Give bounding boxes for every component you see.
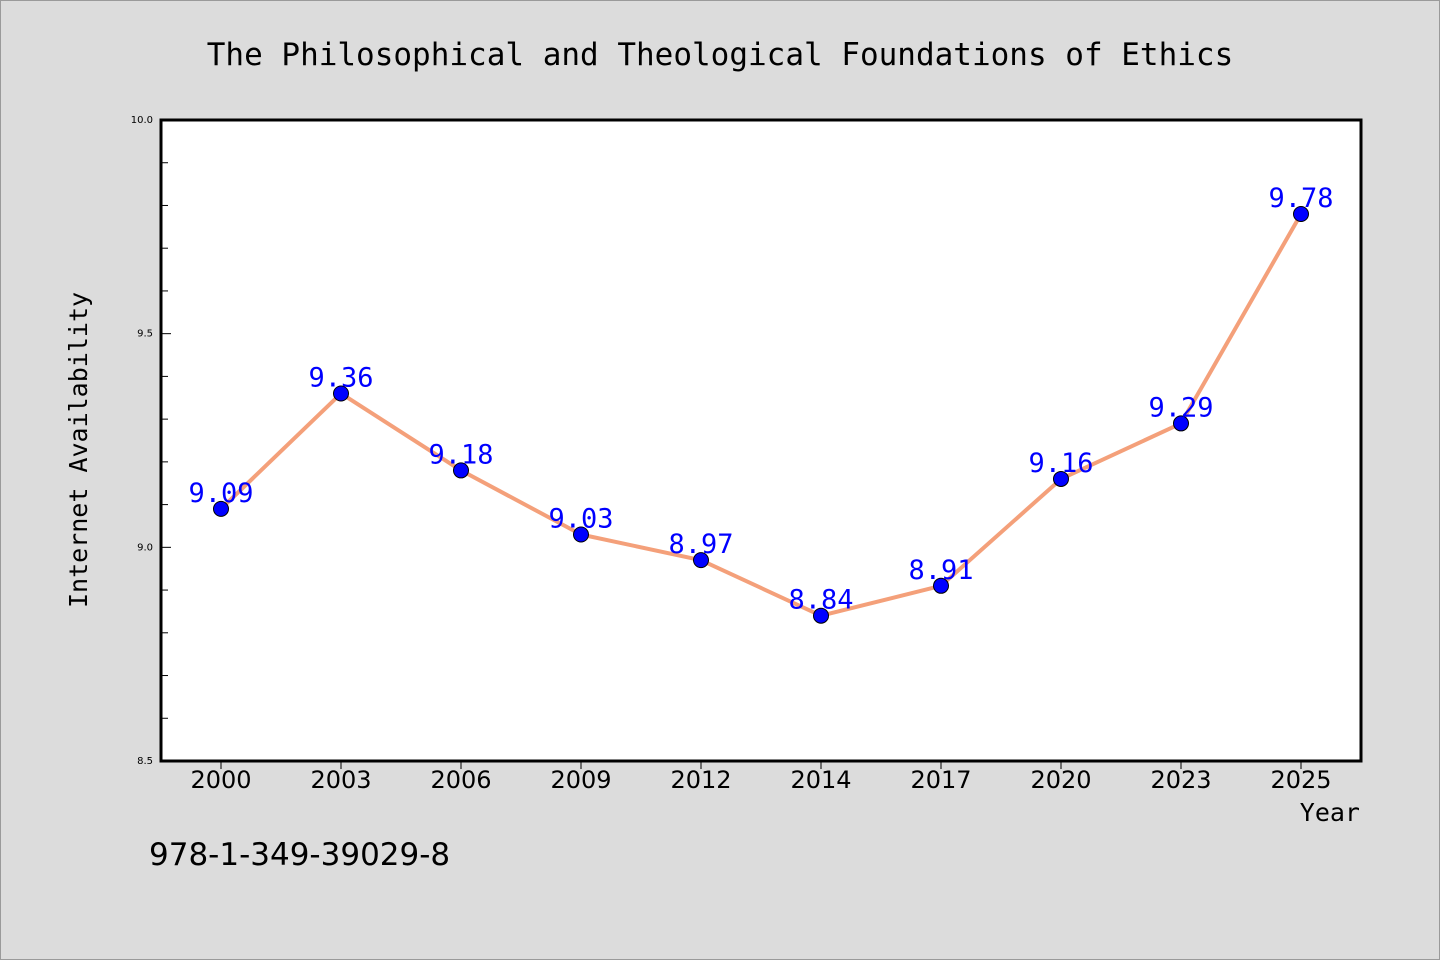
y-tick-label: 10.0 bbox=[131, 115, 153, 126]
data-label: 9.18 bbox=[428, 439, 493, 470]
y-axis: 8.5 9.0 9.5 10.0 bbox=[131, 115, 171, 767]
x-axis-label: Year bbox=[1300, 798, 1360, 827]
data-point bbox=[693, 552, 709, 569]
data-label: 9.78 bbox=[1268, 183, 1333, 214]
data-point bbox=[213, 500, 229, 517]
isbn-text: 978-1-349-39029-8 bbox=[149, 837, 450, 873]
data-point bbox=[1173, 415, 1189, 432]
data-label: 8.91 bbox=[908, 555, 973, 586]
data-label: 9.09 bbox=[188, 478, 253, 509]
marker-layer bbox=[213, 206, 1309, 624]
x-tick-label: 2009 bbox=[550, 766, 611, 794]
chart-title: The Philosophical and Theological Founda… bbox=[207, 37, 1234, 73]
data-point bbox=[813, 607, 829, 624]
data-label-layer: 9.09 9.36 9.18 9.03 8.97 8.84 8.91 9.16 9.29 9.78 bbox=[188, 183, 1333, 616]
plot-area bbox=[159, 118, 1363, 763]
x-tick-label: 2000 bbox=[190, 766, 251, 794]
x-tick-label: 2017 bbox=[910, 766, 971, 794]
y-tick-label: 8.5 bbox=[137, 756, 153, 767]
y-tick-label: 9.5 bbox=[137, 329, 153, 340]
data-label: 8.97 bbox=[668, 529, 733, 560]
x-tick-label: 2025 bbox=[1270, 766, 1331, 794]
data-label: 9.16 bbox=[1028, 448, 1093, 479]
data-point bbox=[1053, 470, 1069, 487]
data-point bbox=[573, 526, 589, 543]
series-line bbox=[219, 212, 1303, 618]
data-point bbox=[933, 577, 949, 594]
data-label: 9.03 bbox=[548, 504, 613, 535]
data-label: 9.36 bbox=[308, 362, 373, 393]
x-tick-label: 2023 bbox=[1150, 766, 1211, 794]
series-layer bbox=[219, 212, 1303, 618]
data-point bbox=[333, 385, 349, 402]
y-tick-label: 9.0 bbox=[137, 542, 153, 553]
data-label: 9.29 bbox=[1148, 392, 1213, 423]
x-tick-label: 2020 bbox=[1030, 766, 1091, 794]
x-tick-label: 2003 bbox=[310, 766, 371, 794]
y-axis-label: Internet Availability bbox=[64, 292, 93, 608]
x-tick-label: 2006 bbox=[430, 766, 491, 794]
x-tick-label: 2014 bbox=[790, 766, 851, 794]
x-tick-label: 2012 bbox=[670, 766, 731, 794]
data-label: 8.84 bbox=[788, 585, 853, 616]
data-point bbox=[453, 462, 469, 479]
x-axis: 2000 2003 2006 2009 2012 2014 2017 2020 2023 2025 bbox=[190, 761, 1332, 794]
data-point bbox=[1293, 206, 1309, 223]
